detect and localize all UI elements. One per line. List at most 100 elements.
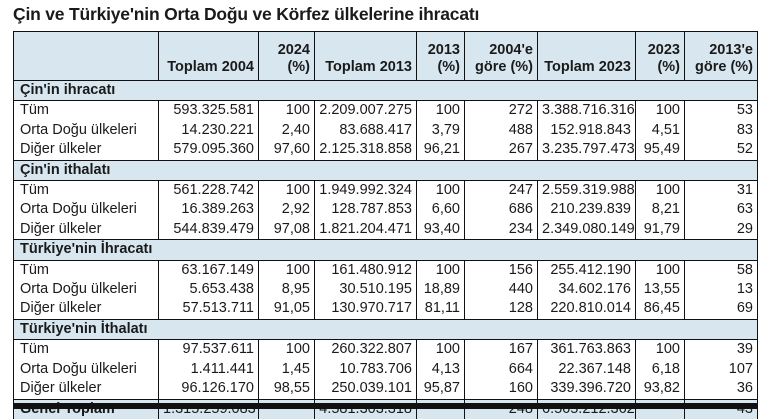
table-cell: 250.039.101 [314,379,417,399]
table-cell: 36 [684,379,758,399]
table-cell: 6,18 [635,359,685,380]
header-cell: 2013'e göre (%) [684,31,758,81]
table-row: Tüm 97.537.611 100 260.322.807 100 167 361.763… [13,339,758,360]
header-line-2: göre (%) [695,59,753,75]
table-cell: 3.235.797.473 [537,140,636,161]
header-cell: Toplam 2004 [158,31,259,81]
table-cell: 100 [258,100,315,121]
header-line-2: (%) [657,59,680,75]
bottom-rule [13,403,758,409]
table-cell: 100 [635,180,685,201]
header-line-2: göre (%) [475,59,533,75]
table-cell: 100 [416,180,465,201]
table-cell: 81,11 [416,299,465,320]
table-cell: 339.396.720 [537,379,636,399]
table-cell: 100 [416,339,465,360]
table-cell: 2.349.080.149 [537,219,636,240]
export-table: Toplam 2004 2024 (%) Toplam 2013 2013 (%) 200… [13,31,758,419]
group-label: Çin'in ithalatı [13,159,758,182]
header-line-1: 2013 [427,42,460,58]
row-label: Diğer ülkeler [13,379,159,399]
table-cell: 2.559.319.988 [537,180,636,201]
table-cell: 2.209.007.275 [314,100,417,121]
header-line-1 [542,42,631,59]
header-line-2: Toplam 2013 [325,59,412,75]
table-cell: 6,60 [416,200,465,220]
table-cell: 107 [684,359,758,380]
header-cell: Toplam 2023 [537,31,636,81]
header-line-2: Toplam 2004 [167,59,254,75]
table-cell: 86,45 [635,299,685,320]
table-cell: 100 [635,260,685,281]
table-cell: 100 [258,260,315,281]
table-cell: 8,95 [258,280,315,300]
table-cell: 93,40 [416,219,465,240]
table-row: Orta Doğu ülkeleri 16.389.263 2,92 128.787.… [13,200,758,220]
table-row: Orta Doğu ülkeleri 1.411.441 1,45 10.783.70… [13,359,758,380]
header-line-2: (%) [287,59,310,75]
table-cell: 167 [464,339,538,360]
table-cell: 579.095.360 [158,140,259,161]
row-label: Tüm [13,339,159,360]
table-cell: 91,79 [635,219,685,240]
table-cell: 488 [464,120,538,141]
table-cell: 260.322.807 [314,339,417,360]
row-label: Tüm [13,180,159,201]
row-label: Tüm [13,260,159,281]
table-cell: 69 [684,299,758,320]
table-cell: 96.126.170 [158,379,259,399]
table-cell: 152.918.843 [537,120,636,141]
header-line-1 [319,42,412,59]
group-label: Çin'in ihracatı [13,79,758,102]
table-cell: 3.388.716.316 [537,100,636,121]
table-row: Orta Doğu ülkeleri 5.653.438 8,95 30.510.19… [13,280,758,300]
table-cell: 267 [464,140,538,161]
table-cell: 95,49 [635,140,685,161]
table-cell: 160 [464,379,538,399]
header-cell: 2023 (%) [635,31,685,81]
table-cell: 544.839.479 [158,219,259,240]
table-cell: 128.787.853 [314,200,417,220]
table-cell: 97,08 [258,219,315,240]
table-cell: 16.389.263 [158,200,259,220]
group-header-row: Türkiye'nin İthalatı [13,318,758,341]
header-line-2: (%) [437,59,460,75]
header-line-1: 2024 [277,42,310,58]
table-cell: 161.480.912 [314,260,417,281]
table-row: Diğer ülkeler 96.126.170 98,55 250.039.101 9… [13,379,758,399]
table-cell: 128 [464,299,538,320]
row-label: Orta Doğu ülkeleri [13,359,159,380]
table-cell: 14.230.221 [158,120,259,141]
table-cell: 30.510.195 [314,280,417,300]
table-cell: 100 [258,180,315,201]
group-header-row: Çin'in ihracatı [13,79,758,102]
row-label: Orta Doğu ülkeleri [13,280,159,300]
table-cell: 63.167.149 [158,260,259,281]
table-cell: 52 [684,140,758,161]
table-cell: 664 [464,359,538,380]
table-cell: 39 [684,339,758,360]
table-cell: 220.810.014 [537,299,636,320]
table-cell: 1.411.441 [158,359,259,380]
table-row: Orta Doğu ülkeleri 14.230.221 2,40 83.688.4… [13,120,758,141]
table-cell: 130.970.717 [314,299,417,320]
table-cell: 83 [684,120,758,141]
header-cell: 2004'e göre (%) [464,31,538,81]
header-line-1 [163,42,254,59]
table-row: Tüm 63.167.149 100 161.480.912 100 156 255.412… [13,260,758,281]
table-cell: 10.783.706 [314,359,417,380]
header-cell-empty [13,31,159,81]
table-cell: 97.537.611 [158,339,259,360]
table-cell: 272 [464,100,538,121]
table-row: Diğer ülkeler 57.513.711 91,05 130.970.717 8… [13,299,758,320]
row-label: Diğer ülkeler [13,299,159,320]
table-cell: 234 [464,219,538,240]
table-cell: 91,05 [258,299,315,320]
header-line-1: 2004'e [489,42,533,58]
row-label: Diğer ülkeler [13,219,159,240]
table-cell: 361.763.863 [537,339,636,360]
table-cell: 4,13 [416,359,465,380]
group-label: Türkiye'nin İhracatı [13,239,758,261]
header-line-1: 2023 [647,42,680,58]
table-cell: 34.602.176 [537,280,636,300]
